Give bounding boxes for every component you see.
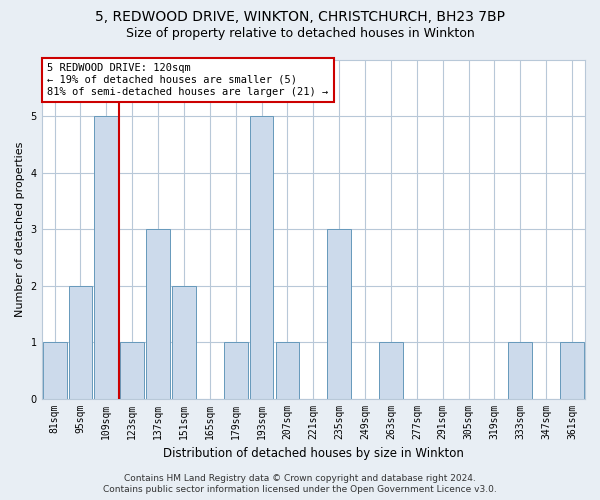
Bar <box>146 230 170 398</box>
Text: Size of property relative to detached houses in Winkton: Size of property relative to detached ho… <box>125 28 475 40</box>
Bar <box>275 342 299 398</box>
Bar <box>172 286 196 399</box>
Bar <box>94 116 118 398</box>
Text: 5 REDWOOD DRIVE: 120sqm
← 19% of detached houses are smaller (5)
81% of semi-det: 5 REDWOOD DRIVE: 120sqm ← 19% of detache… <box>47 64 328 96</box>
Bar <box>224 342 248 398</box>
Text: Contains HM Land Registry data © Crown copyright and database right 2024.
Contai: Contains HM Land Registry data © Crown c… <box>103 474 497 494</box>
Y-axis label: Number of detached properties: Number of detached properties <box>15 142 25 317</box>
Bar <box>328 230 351 398</box>
Bar <box>43 342 67 398</box>
Bar <box>121 342 144 398</box>
Bar <box>250 116 274 398</box>
Bar <box>68 286 92 399</box>
Bar <box>560 342 584 398</box>
Bar <box>379 342 403 398</box>
Bar <box>508 342 532 398</box>
Text: 5, REDWOOD DRIVE, WINKTON, CHRISTCHURCH, BH23 7BP: 5, REDWOOD DRIVE, WINKTON, CHRISTCHURCH,… <box>95 10 505 24</box>
X-axis label: Distribution of detached houses by size in Winkton: Distribution of detached houses by size … <box>163 447 464 460</box>
